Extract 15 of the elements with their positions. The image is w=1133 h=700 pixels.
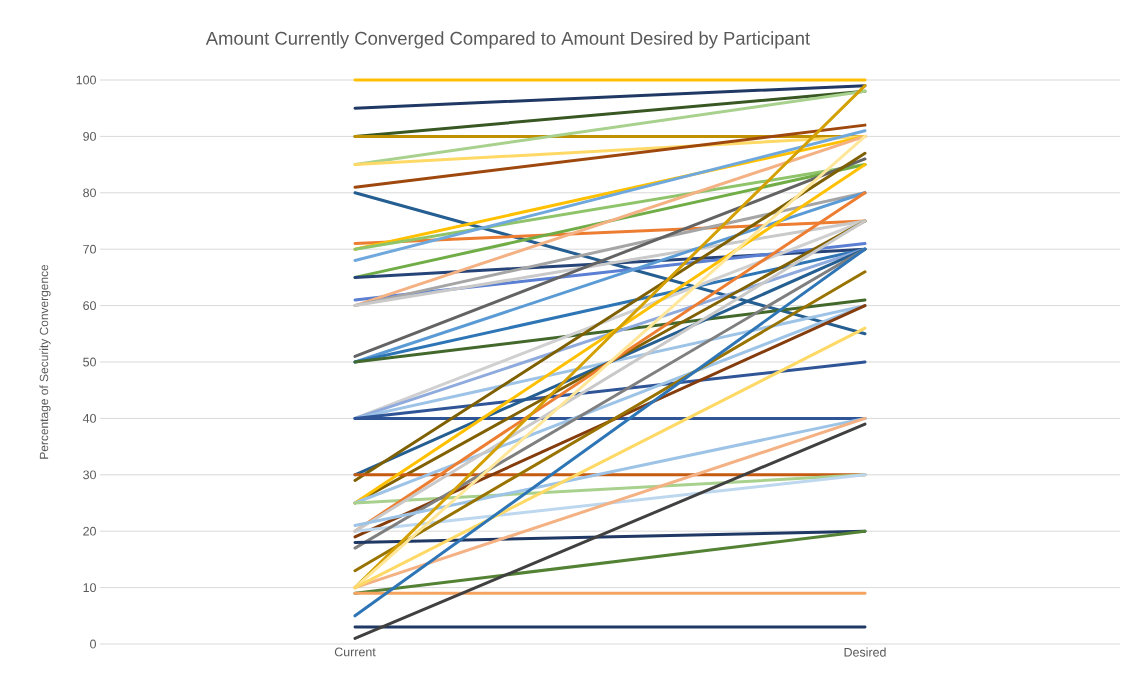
y-tick-label: 10 (83, 583, 96, 593)
x-tick-label: Desired (844, 647, 886, 657)
y-tick-label: 0 (90, 639, 96, 649)
y-tick-label: 40 (82, 414, 96, 423)
y-tick-label: 90 (83, 131, 96, 141)
x-tick-label: Current (334, 647, 376, 657)
y-tick-label: 50 (83, 357, 96, 367)
y-tick-label: 80 (83, 188, 96, 198)
y-tick-label: 30 (83, 470, 96, 480)
chart-title: Amount Currently Converged Compared to Amount Desired by Participant (205, 31, 810, 49)
y-tick-label: 70 (83, 244, 96, 254)
y-tick-label: 60 (83, 301, 96, 311)
y-tick-label: 20 (83, 526, 96, 536)
y-tick-label: 100 (76, 75, 96, 85)
y-axis-title: Percentage of Security Convergence (39, 264, 51, 459)
